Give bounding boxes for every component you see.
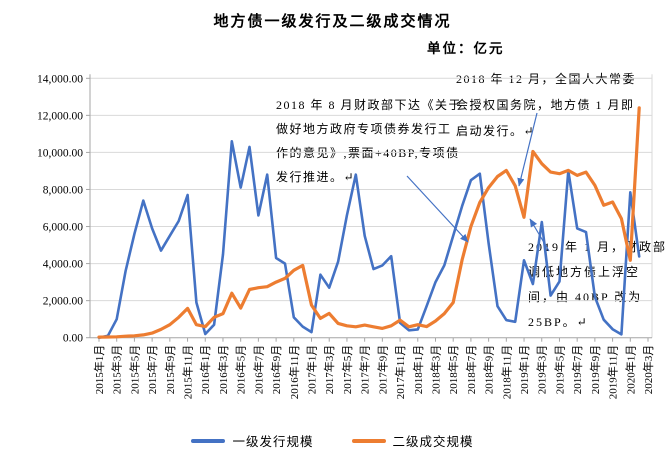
svg-text:2017年3月: 2017年3月 [322,345,336,395]
svg-text:2017年9月: 2017年9月 [375,345,389,395]
svg-text:2015年9月: 2015年9月 [163,345,177,395]
svg-text:2015年7月: 2015年7月 [145,345,159,395]
svg-text:2017年11月: 2017年11月 [393,345,407,400]
svg-text:2019年1月: 2019年1月 [517,345,531,395]
secondary-line-swatch-icon [351,438,386,443]
annotation-2018-12-npc: 2018 年 12 月，全国人大常委 会授权国务院，地方债 1 月即 启动发行。… [456,72,637,138]
svg-text:6,000.00: 6,000.00 [43,222,84,234]
svg-text:2016年11月: 2016年11月 [287,345,301,400]
svg-text:2020年3月: 2020年3月 [641,345,655,395]
svg-text:2015年3月: 2015年3月 [110,345,124,395]
svg-text:10,000.00: 10,000.00 [37,147,83,159]
svg-text:2,000.00: 2,000.00 [43,296,84,308]
svg-text:2016年9月: 2016年9月 [269,345,283,395]
svg-text:12,000.00: 12,000.00 [37,110,83,122]
svg-text:2015年11月: 2015年11月 [181,345,195,400]
svg-text:2015年1月: 2015年1月 [92,345,106,395]
svg-text:2015年5月: 2015年5月 [127,345,141,395]
legend-label: 一级发行规模 [232,435,314,449]
chart-legend: 一级发行规模 二级成交规模 [0,431,665,450]
svg-text:2016年7月: 2016年7月 [251,345,265,395]
svg-text:2019年9月: 2019年9月 [588,345,602,395]
svg-text:2018年9月: 2018年9月 [482,345,496,395]
chart-unit-label: 单位：亿元 [427,41,505,56]
svg-text:2020年1月: 2020年1月 [623,345,637,395]
svg-text:2019年11月: 2019年11月 [606,345,620,400]
svg-text:2018年7月: 2018年7月 [464,345,478,395]
svg-text:2016年3月: 2016年3月 [216,345,230,395]
primary-line-swatch-icon [191,438,226,443]
legend-label: 二级成交规模 [392,435,474,449]
svg-text:4,000.00: 4,000.00 [43,259,84,271]
svg-text:2016年5月: 2016年5月 [234,345,248,395]
svg-text:2019年7月: 2019年7月 [570,345,584,395]
annotation-2019-01-mof: 2019 年 1 月，财政部 调低地方债上浮空 间，由 40BP 改为 25BP… [528,240,665,329]
svg-text:2018年3月: 2018年3月 [428,345,442,395]
legend-item-secondary-trading: 二级成交规模 [351,431,474,450]
svg-text:2017年1月: 2017年1月 [305,345,319,395]
svg-text:2018年11月: 2018年11月 [499,345,513,400]
legend-item-primary-issuance: 一级发行规模 [191,431,313,450]
x-axis-labels: 2015年1月 2015年3月 2015年5月 2015年7月 2015年9月 2015年… [92,337,655,400]
chart-title: 地方债一级发行及二级成交情况 [213,14,452,30]
svg-text:8,000.00: 8,000.00 [43,184,84,196]
svg-text:2017年5月: 2017年5月 [340,345,354,395]
svg-text:2018年1月: 2018年1月 [411,345,425,395]
svg-text:0.00: 0.00 [63,333,83,345]
y-axis-labels: 0.00 2,000.00 4,000.00 6,000.00 8,000.00 10,0… [37,73,83,344]
svg-text:2017年7月: 2017年7月 [358,345,372,395]
svg-text:2019年3月: 2019年3月 [535,345,549,395]
svg-text:14,000.00: 14,000.00 [37,73,83,85]
annotation-2018-08-policy: 2018 年 8 月财政部下达《关于 做好地方政府专项债券发行工 作的意见》,票… [276,98,463,184]
svg-text:2019年5月: 2019年5月 [552,345,566,395]
svg-text:2016年1月: 2016年1月 [198,345,212,395]
svg-text:2018年5月: 2018年5月 [446,345,460,395]
